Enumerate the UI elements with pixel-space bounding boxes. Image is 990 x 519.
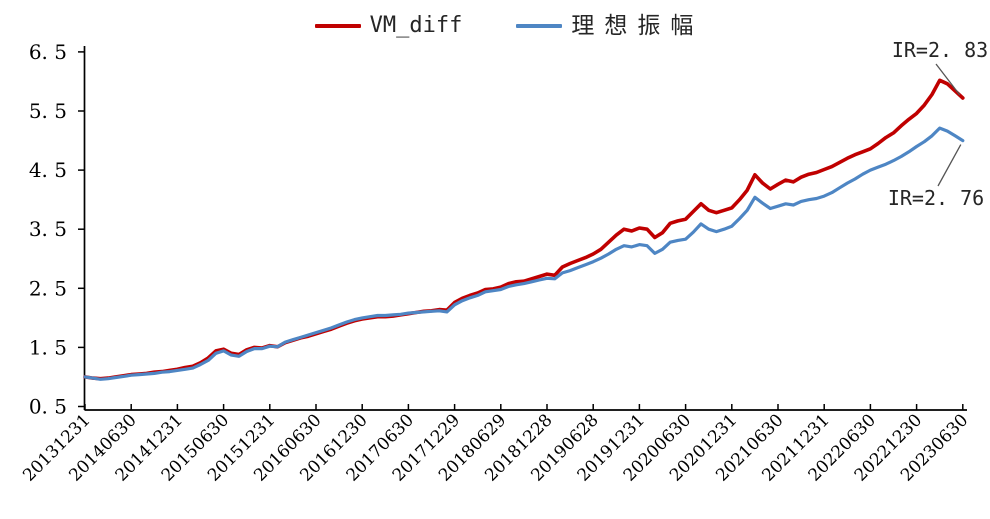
y-tick-label: 5. 5 <box>29 99 67 123</box>
legend-label-ideal-amplitude: 理想振幅 <box>571 12 704 39</box>
legend-swatch-vm-diff-icon <box>314 24 361 28</box>
y-tick-label: 1. 5 <box>29 335 67 359</box>
y-tick-label: 2. 5 <box>29 276 67 300</box>
legend-item-vm-diff: VM_diff <box>314 13 463 38</box>
series-ideal-amplitude-line <box>83 126 965 381</box>
chart-legend: VM_diff 理想振幅 <box>14 10 990 42</box>
y-tick-label: 6. 5 <box>29 40 67 64</box>
leader-line-ir-2-83 <box>935 63 961 96</box>
series-vm-diff-line <box>83 78 965 381</box>
annotation-ir-2-83: IR=2. 83 <box>892 38 988 62</box>
legend-swatch-ideal-amplitude-icon <box>516 24 563 28</box>
legend-item-ideal-amplitude: 理想振幅 <box>516 12 704 39</box>
y-tick-label: 4. 5 <box>29 158 67 182</box>
y-tick-label: 3. 5 <box>29 217 67 241</box>
legend-label-vm-diff: VM_diff <box>369 13 463 38</box>
leader-line-ir-2-76 <box>937 144 962 187</box>
y-tick-label: 0. 5 <box>29 395 67 419</box>
annotation-ir-2-76: IR=2. 76 <box>888 186 984 210</box>
